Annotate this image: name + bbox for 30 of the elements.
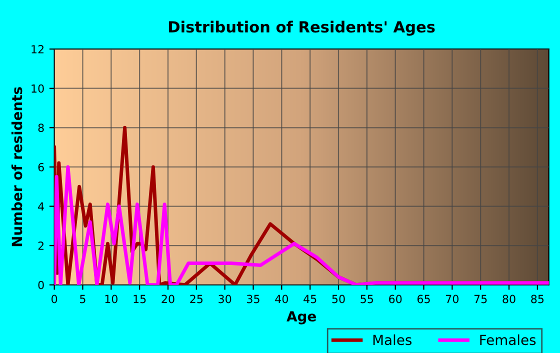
x-tick-label: 20	[162, 294, 174, 304]
x-tick-label: 80	[502, 294, 516, 304]
y-tick-label: 8	[38, 124, 44, 132]
x-tick-label: 5	[80, 294, 86, 304]
y-tick-label: 2	[38, 242, 44, 250]
x-tick-label: 70	[446, 294, 459, 304]
y-tick-label: 6	[38, 162, 44, 172]
legend-label: Males	[373, 334, 412, 346]
x-tick-label: 75	[474, 294, 487, 304]
x-tick-label: 45	[304, 294, 316, 304]
y-axis-title: Number of residents	[11, 87, 22, 246]
x-tick-label: 85	[531, 294, 544, 304]
y-tick-label: 12	[32, 45, 44, 54]
x-tick-label: 40	[275, 294, 288, 304]
x-tick-label: 0	[52, 294, 58, 304]
y-tick-label: 0	[38, 280, 44, 290]
legend-label: Females	[480, 334, 536, 346]
y-tick-label: 10	[32, 84, 44, 93]
x-tick-label: 50	[332, 294, 345, 304]
x-axis-title: Age	[286, 311, 316, 324]
x-tick-label: 35	[247, 294, 260, 304]
x-tick-label: 25	[190, 294, 203, 304]
y-tick-label: 4	[38, 202, 44, 210]
x-tick-label: 10	[105, 294, 118, 304]
x-tick-label: 60	[389, 294, 402, 304]
chart-title: Distribution of Residents' Ages	[169, 20, 435, 36]
x-tick-label: 30	[218, 294, 232, 304]
x-tick-label: 15	[134, 294, 146, 304]
x-tick-label: 65	[417, 294, 430, 304]
x-tick-label: 55	[360, 294, 374, 304]
